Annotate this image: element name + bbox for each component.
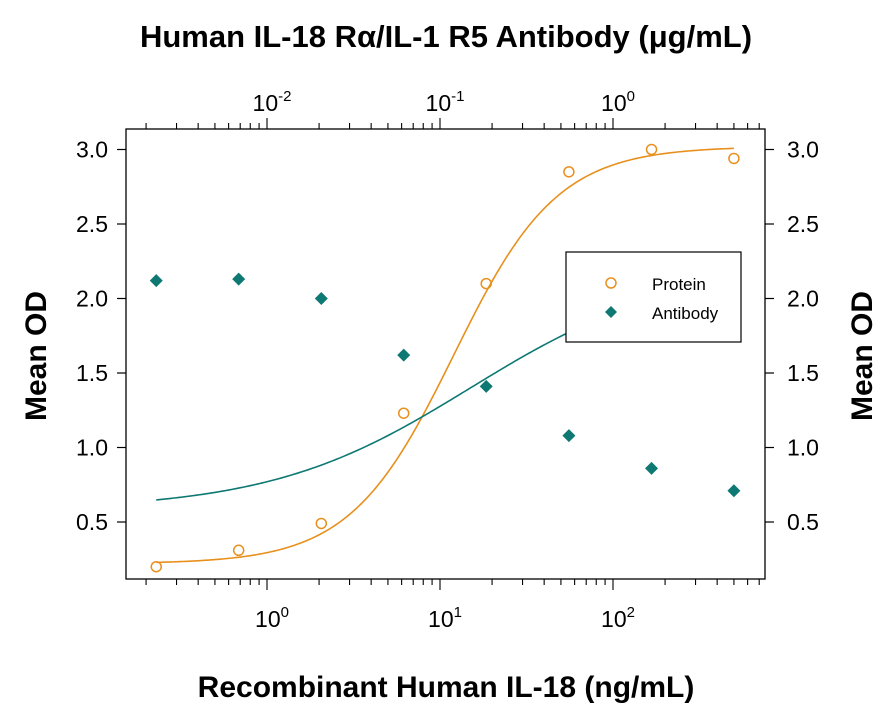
y-tick-label-left: 1.0 bbox=[76, 435, 108, 461]
legend-box bbox=[565, 251, 742, 343]
x-tick-label-top: 10-1 bbox=[426, 88, 465, 116]
y-tick-label-left: 2.0 bbox=[76, 286, 108, 312]
protein-point bbox=[232, 544, 245, 557]
protein-fit-curve bbox=[156, 147, 734, 564]
antibody-point bbox=[232, 272, 246, 286]
axes-layer: 0.5 0.5 1.0 1.0 1.5 1.5 2.0 2.0 2.5 2.5 3.0 3.0 100 1… bbox=[76, 88, 819, 632]
y-tick-label-left: 1.5 bbox=[76, 360, 108, 386]
x-tick-label-top: 10-2 bbox=[253, 88, 292, 116]
y-axis-label-right: Mean OD bbox=[846, 291, 879, 421]
protein-point bbox=[315, 517, 328, 530]
y-tick-label-right: 1.0 bbox=[787, 435, 819, 461]
antibody-point bbox=[397, 348, 411, 362]
protein-point bbox=[728, 152, 740, 165]
legend-antibody-label: Antibody bbox=[652, 304, 719, 323]
x-tick-label-bottom: 102 bbox=[601, 604, 635, 632]
y-tick-label-left: 2.5 bbox=[76, 211, 108, 237]
protein-point bbox=[397, 407, 410, 419]
y-axis-label-left: Mean OD bbox=[20, 291, 53, 421]
y-tick-label-right: 2.5 bbox=[787, 211, 819, 237]
legend-protein-label: Protein bbox=[652, 275, 706, 294]
y-tick-label-right: 3.0 bbox=[787, 137, 819, 163]
plot-frame bbox=[125, 128, 766, 580]
protein-point bbox=[563, 166, 575, 178]
antibody-point bbox=[645, 461, 659, 475]
x-tick-label-top: 100 bbox=[601, 88, 635, 116]
y-tick-label-right: 2.0 bbox=[787, 286, 819, 312]
x-tick-label-bottom: 100 bbox=[255, 604, 289, 632]
y-tick-label-right: 0.5 bbox=[787, 509, 819, 535]
y-tick-label-right: 1.5 bbox=[787, 360, 819, 386]
antibody-point bbox=[314, 292, 328, 305]
antibody-point bbox=[562, 429, 576, 443]
legend-antibody-marker bbox=[605, 306, 617, 318]
antibody-point bbox=[149, 274, 163, 288]
protein-point bbox=[480, 277, 492, 290]
x-tick-label-bottom: 101 bbox=[428, 604, 462, 632]
legend-protein-marker bbox=[605, 277, 617, 289]
y-tick-label-left: 3.0 bbox=[76, 137, 108, 163]
chart-title: Human IL-18 Rα/IL-1 R5 Antibody (μg/mL) bbox=[140, 19, 752, 54]
points-layer bbox=[149, 143, 741, 573]
antibody-point bbox=[727, 484, 741, 498]
legend: Protein Antibody bbox=[565, 251, 742, 343]
curves-layer bbox=[156, 147, 735, 564]
protein-point bbox=[645, 143, 658, 156]
antibody-point bbox=[479, 379, 493, 393]
y-tick-label-left: 0.5 bbox=[76, 509, 108, 535]
x-axis-label: Recombinant Human IL-18 (ng/mL) bbox=[198, 671, 695, 704]
protein-point bbox=[150, 560, 163, 573]
